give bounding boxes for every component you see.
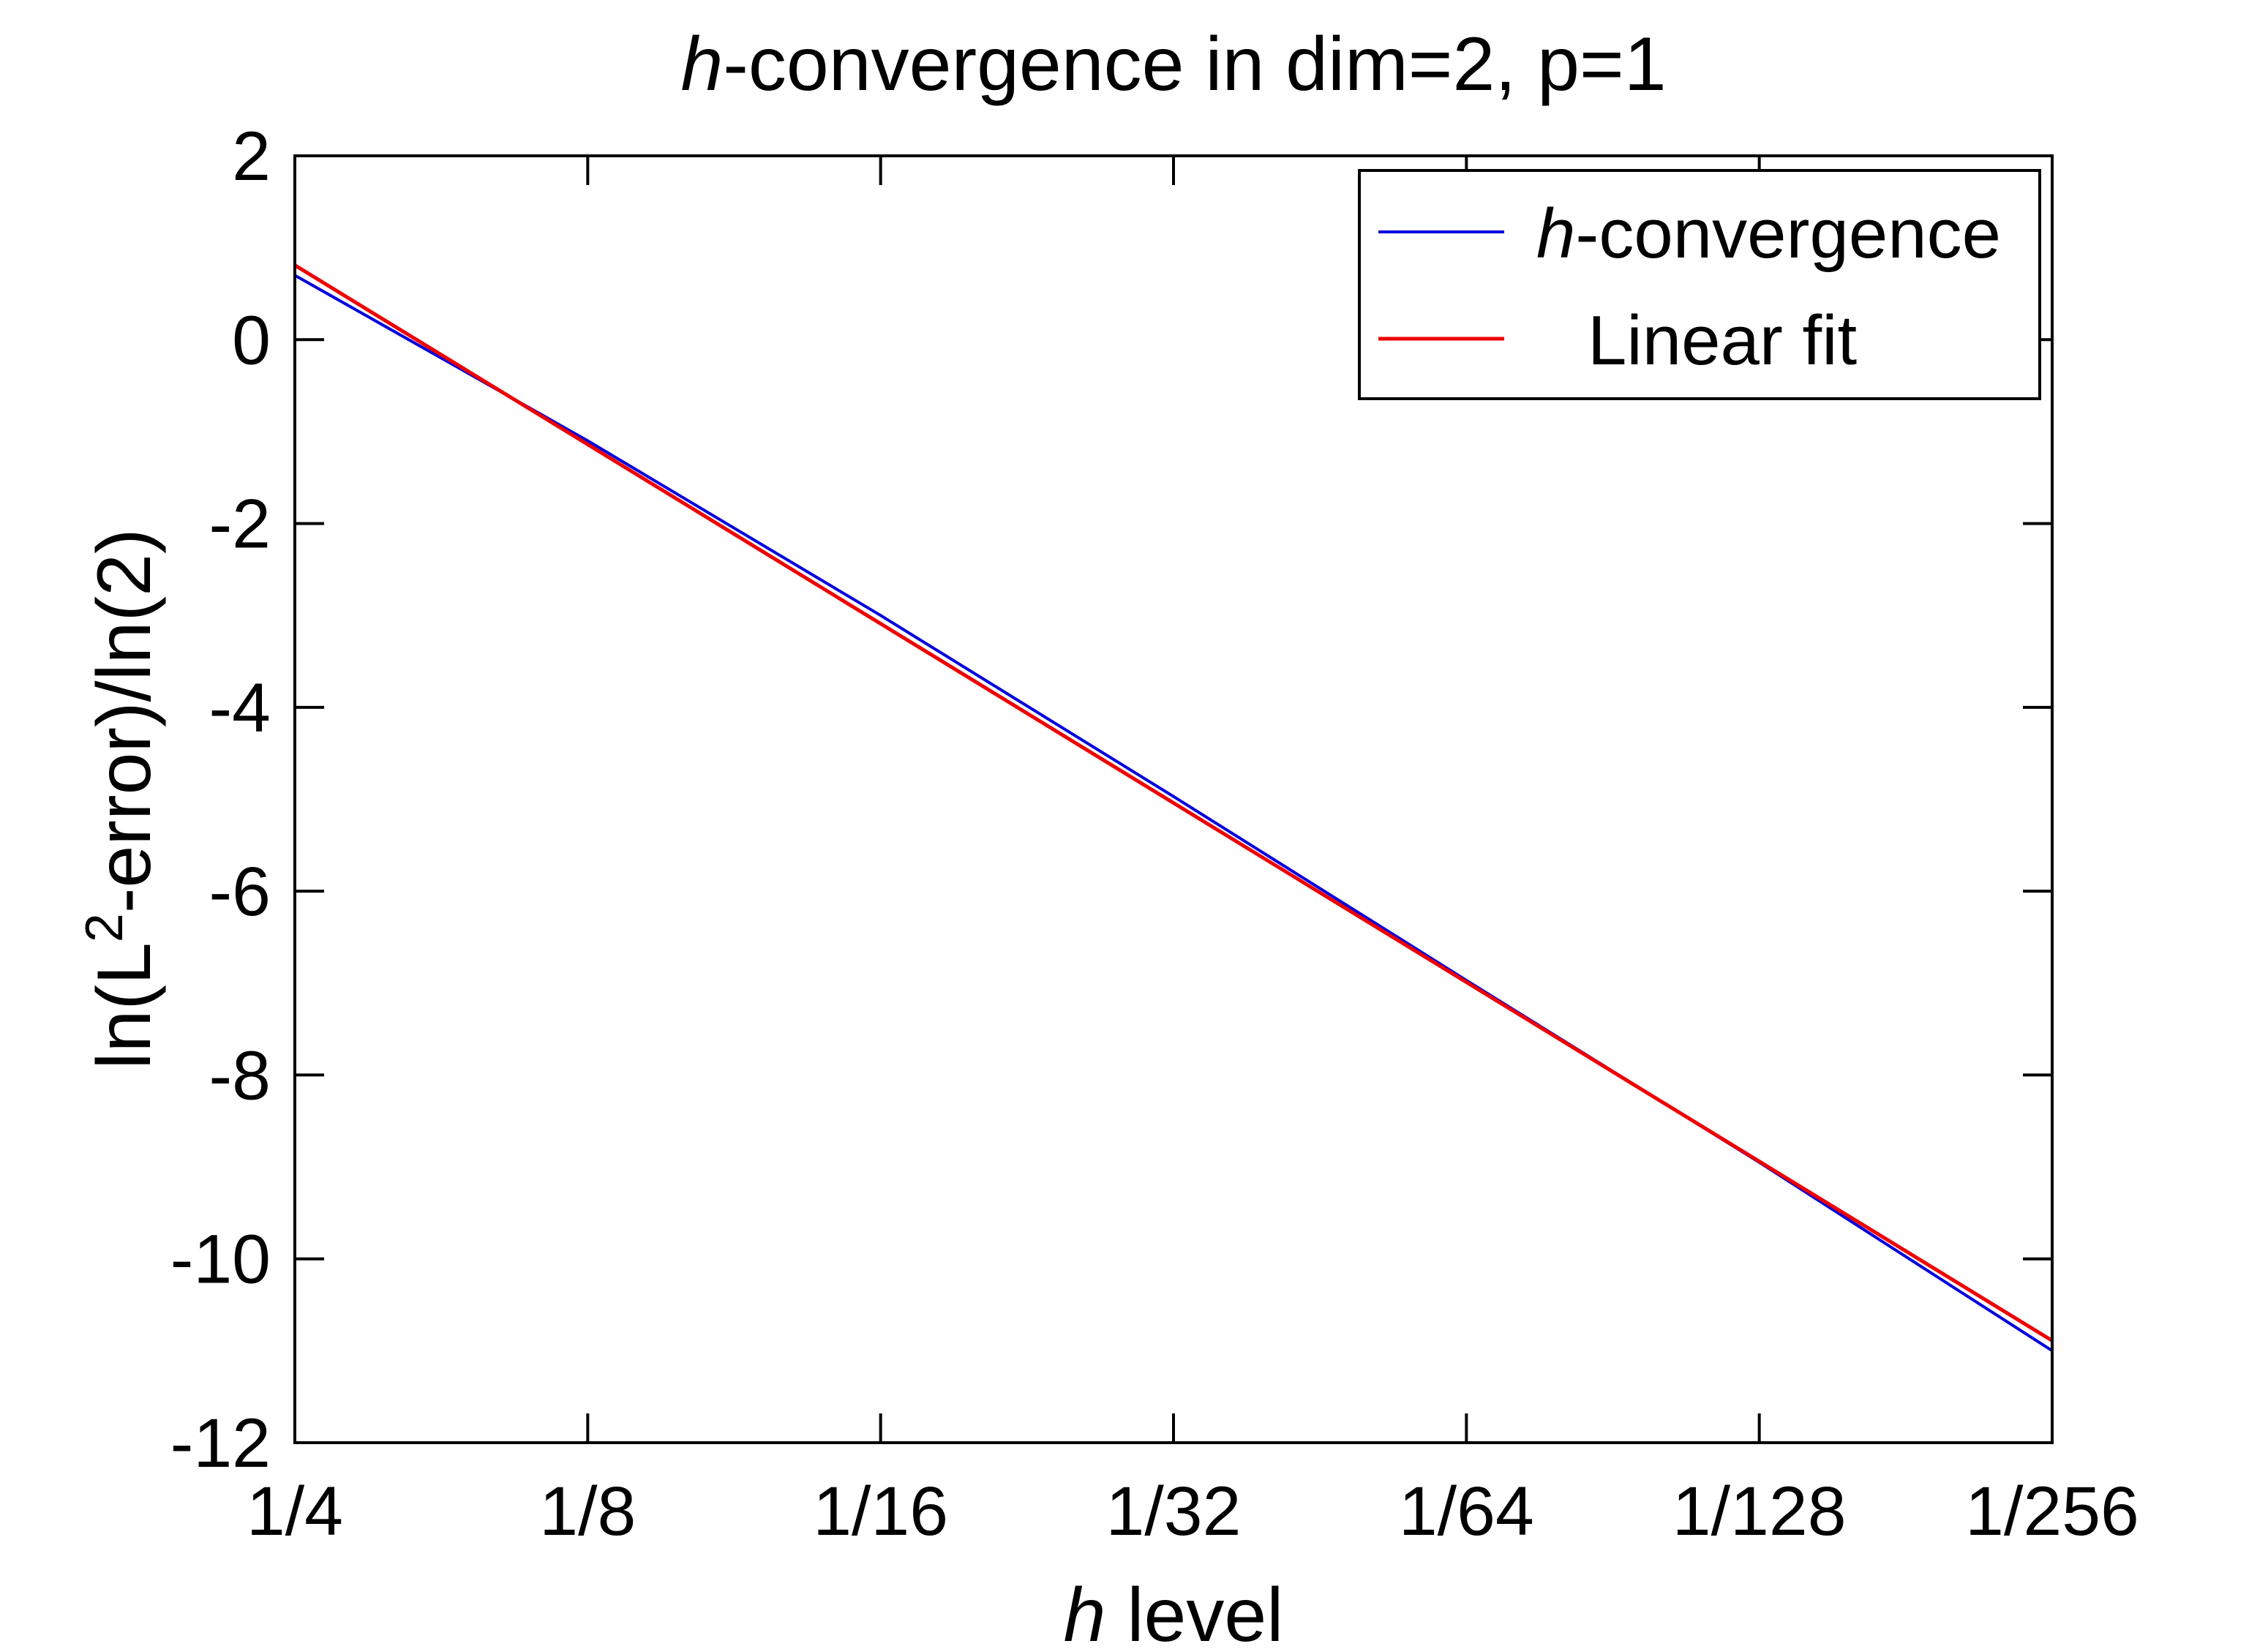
x-tick-label: 1/8 <box>539 1473 636 1550</box>
x-tick-label: 1/32 <box>1106 1473 1242 1550</box>
y-tick-label: -2 <box>209 486 271 563</box>
legend-label-linear-fit: Linear fit <box>1588 301 1857 380</box>
legend-entry-linear-fit: Linear fit <box>1378 301 1857 380</box>
series-line-h-convergence <box>294 274 2054 1353</box>
x-tick-label: 1/128 <box>1672 1473 1847 1550</box>
legend-label-regular: Linear fit <box>1588 301 1857 380</box>
y-tick-label: -12 <box>170 1405 271 1482</box>
legend: h-convergence Linear fit <box>1358 169 2041 400</box>
y-axis-label-suffix: -error)/ln(2) <box>82 528 167 913</box>
y-axis-label-superscript: 2 <box>75 913 134 942</box>
plot-frame <box>293 154 2054 1444</box>
y-tick-label: -8 <box>209 1037 271 1114</box>
chart-title: h-convergence in dim=2, p=1 <box>680 22 1666 107</box>
y-axis-label-prefix: ln(L <box>82 942 167 1069</box>
chart-title-italic: h <box>680 22 723 107</box>
legend-label-regular: -convergence <box>1575 195 2001 273</box>
legend-label-italic: h <box>1536 195 1575 273</box>
y-tick-label: -6 <box>209 853 271 931</box>
plot-series <box>293 263 2054 1353</box>
legend-box <box>1358 169 2041 400</box>
x-tick-label: 1/16 <box>813 1473 948 1550</box>
x-tick-label: 1/4 <box>247 1473 343 1550</box>
x-axis-label-regular: level <box>1106 1573 1284 1649</box>
x-tick-label: 1/64 <box>1399 1473 1534 1550</box>
y-tick-label: 0 <box>232 301 271 379</box>
series-line-linear-fit <box>293 263 2054 1342</box>
y-axis-label: ln(L2-error)/ln(2) <box>75 528 167 1069</box>
x-axis-ticks: 1/4 1/8 1/16 1/32 1/64 1/128 1/256 <box>247 156 2139 1550</box>
y-tick-label: 2 <box>232 118 271 195</box>
y-tick-label: -4 <box>209 669 271 747</box>
x-axis-label-italic: h <box>1064 1573 1106 1649</box>
x-tick-label: 1/256 <box>1965 1473 2139 1550</box>
chart-title-regular: -convergence in dim=2, p=1 <box>723 22 1666 107</box>
legend-entry-h-convergence: h-convergence <box>1378 195 2001 273</box>
x-axis-label: h level <box>1064 1573 1284 1649</box>
y-tick-label: -10 <box>170 1221 271 1299</box>
legend-label-h-convergence: h-convergence <box>1536 195 2001 273</box>
y-axis-ticks: 2 0 -2 -4 -6 -8 -10 -12 <box>170 118 2052 1482</box>
